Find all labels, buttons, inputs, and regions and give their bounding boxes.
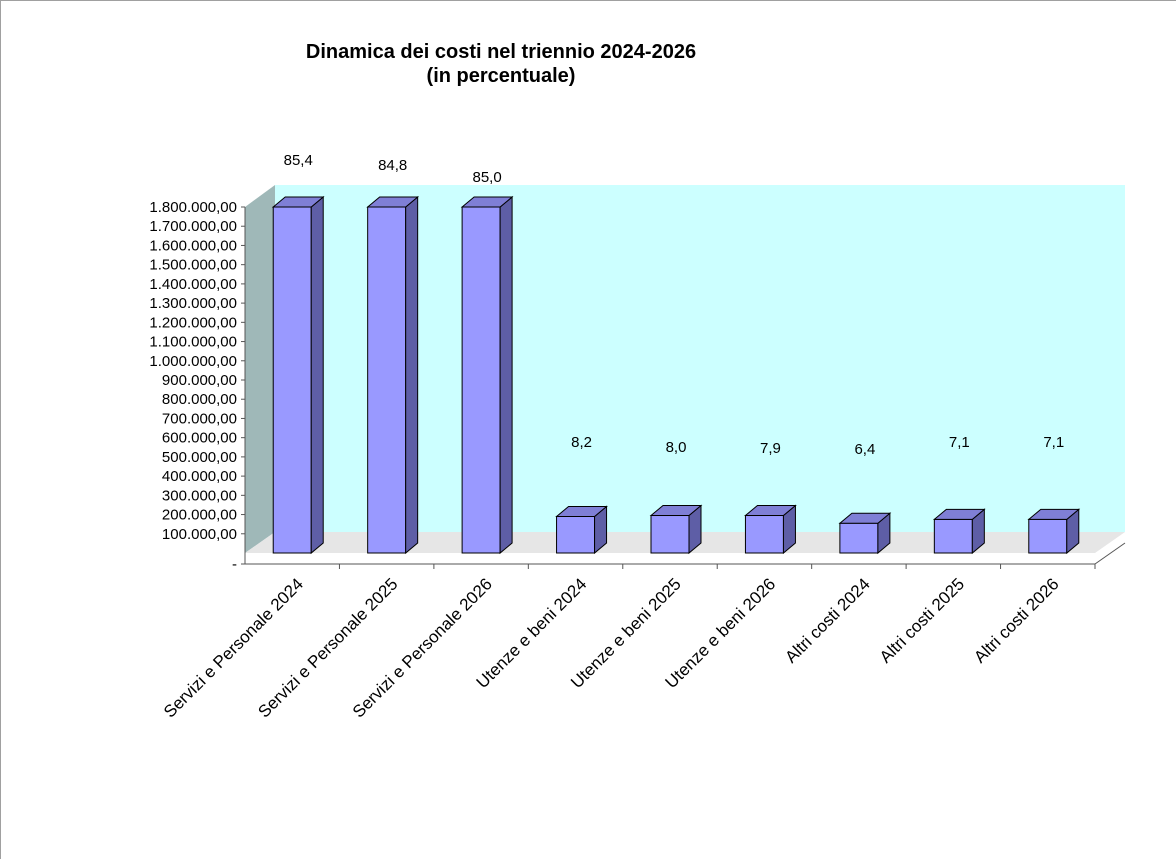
x-category-label: Altri costi 2025 [876, 574, 968, 666]
y-tick-label: 100.000,00 [162, 526, 237, 543]
bar-top [271, 196, 325, 208]
bar-side [405, 195, 419, 555]
bar-top [366, 196, 420, 208]
y-tick-label: - [232, 556, 237, 573]
y-tick-label: 400.000,00 [162, 468, 237, 485]
y-tick-label: 1.600.000,00 [149, 237, 237, 254]
y-tick-label: 700.000,00 [162, 410, 237, 427]
bar [461, 206, 501, 554]
bar [839, 522, 879, 554]
y-tick-label: 1.200.000,00 [149, 314, 237, 331]
y-tick-label: 200.000,00 [162, 507, 237, 524]
chart-title: Dinamica dei costi nel triennio 2024-202… [305, 41, 697, 63]
chart-bars [271, 195, 1081, 555]
bar-top [460, 196, 514, 208]
bar-top [555, 505, 608, 517]
bar-side [310, 195, 324, 555]
data-label: 85,4 [284, 152, 313, 169]
y-tick-label: 300.000,00 [162, 487, 237, 504]
x-category-label: Altri costi 2026 [970, 574, 1062, 666]
bar [744, 515, 784, 554]
bar [1028, 518, 1068, 554]
chart-subtitle: (in percentuale) [426, 65, 576, 87]
bar [650, 515, 690, 554]
y-tick-label: 500.000,00 [162, 449, 237, 466]
data-label: 84,8 [378, 157, 407, 174]
x-category-label: Altri costi 2024 [781, 574, 873, 666]
y-tick-label: 1.100.000,00 [149, 334, 237, 351]
bar-side [499, 195, 513, 555]
y-tick-label: 1.700.000,00 [149, 218, 237, 235]
y-tick-label: 800.000,00 [162, 391, 237, 408]
y-tick-label: 1.000.000,00 [149, 353, 237, 370]
y-tick-label: 1.300.000,00 [149, 295, 237, 312]
x-axis-depth-line [1094, 542, 1126, 565]
y-tick-label: 1.500.000,00 [149, 257, 237, 274]
y-tick-label: 600.000,00 [162, 430, 237, 447]
bar-top [649, 505, 703, 517]
bar [272, 206, 312, 554]
data-label: 7,1 [949, 434, 970, 451]
bar-top [1027, 508, 1081, 520]
data-label: 6,4 [854, 441, 875, 458]
bar [556, 515, 596, 554]
chart-axes: - 100.000,00 200.000,00 300.000,00 400.000,0… [149, 199, 1126, 573]
bar [933, 518, 973, 554]
side-wall [245, 185, 275, 553]
y-tick-label: 1.400.000,00 [149, 276, 237, 293]
data-label: 7,9 [760, 440, 781, 457]
data-label: 7,1 [1043, 434, 1064, 451]
data-label: 85,0 [473, 169, 502, 186]
bar-top [838, 512, 892, 524]
bar-top [932, 508, 986, 520]
data-label: 8,2 [571, 434, 592, 451]
bar-top [744, 505, 797, 517]
y-tick-label: 900.000,00 [162, 372, 237, 389]
y-tick-label: 1.800.000,00 [149, 199, 237, 216]
bar [367, 206, 407, 554]
data-label: 8,0 [666, 439, 687, 456]
